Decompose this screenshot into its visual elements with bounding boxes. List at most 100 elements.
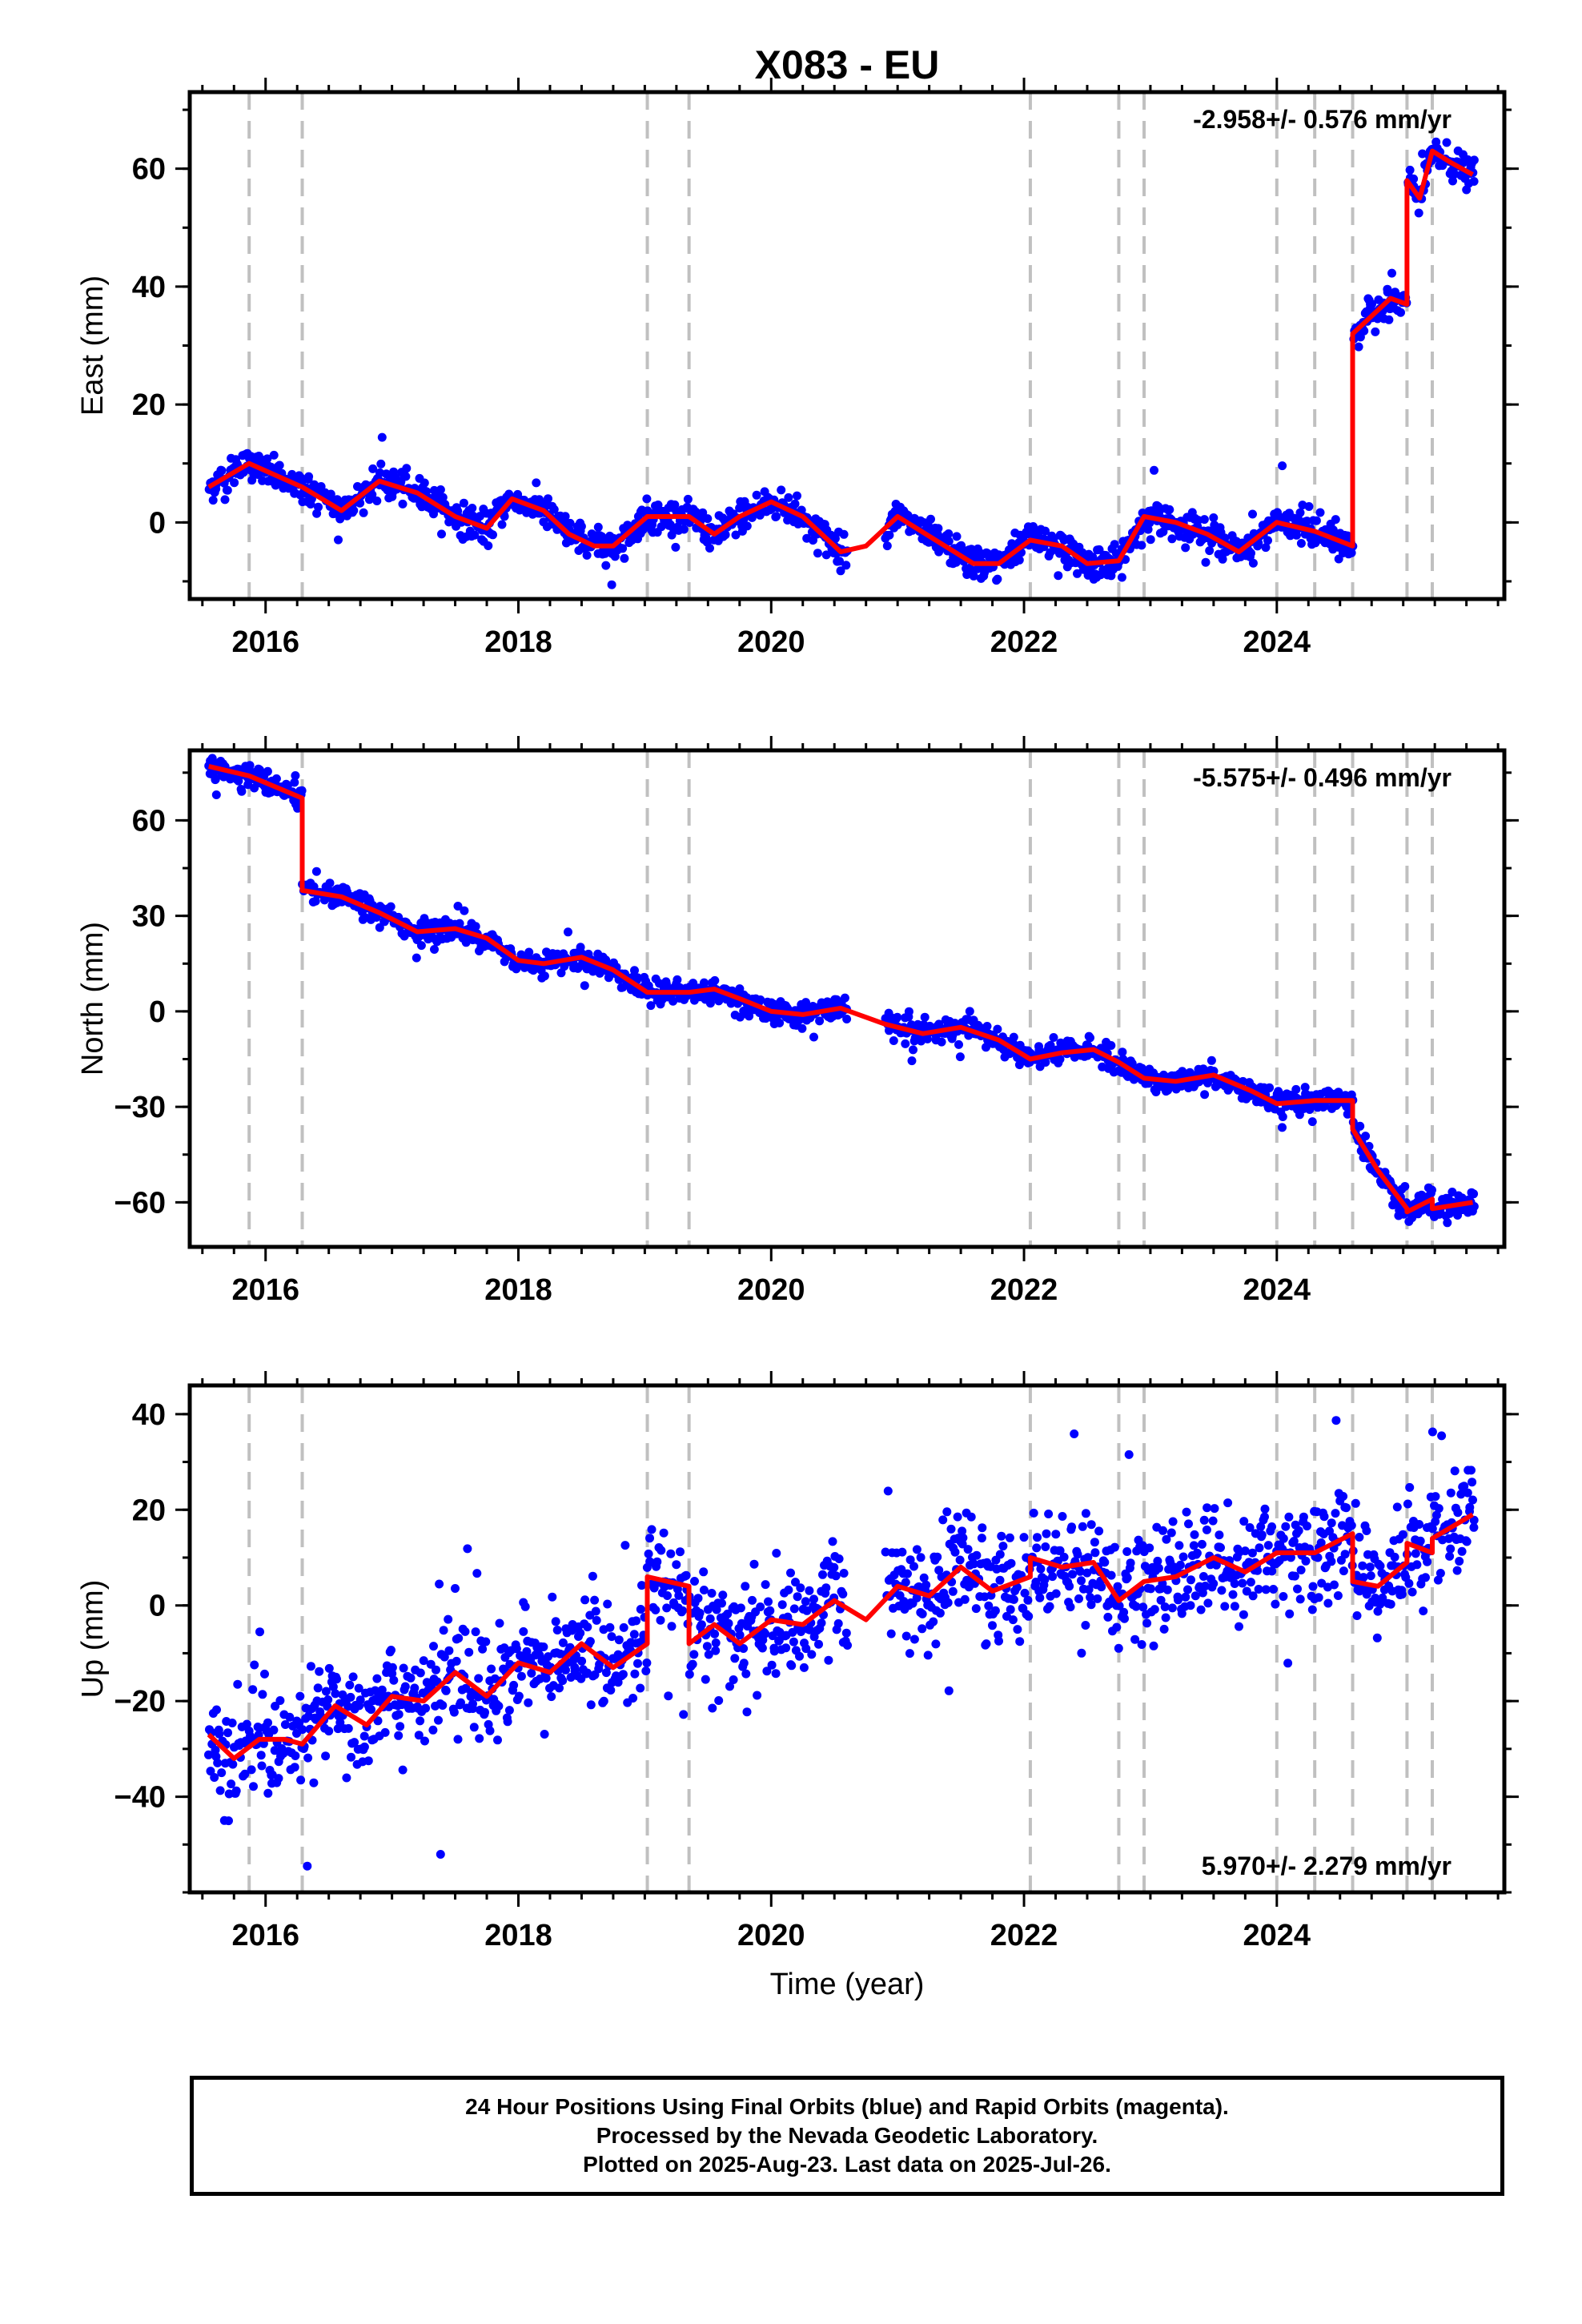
observation-point	[935, 1608, 945, 1618]
observation-point	[707, 1589, 717, 1598]
observation-point	[882, 541, 892, 551]
observation-point	[901, 1631, 911, 1641]
observation-point	[815, 1016, 825, 1026]
observation-point	[493, 1735, 502, 1745]
observation-point	[1175, 1560, 1185, 1570]
observation-point	[497, 520, 507, 529]
x-tick-label: 2022	[990, 1273, 1058, 1307]
observation-point	[315, 1667, 324, 1676]
observation-point	[1468, 1495, 1477, 1505]
observation-point	[607, 1632, 616, 1642]
observation-point	[1450, 169, 1460, 179]
observation-point	[1090, 1548, 1100, 1558]
observation-point	[1462, 1537, 1472, 1546]
observation-point	[432, 1665, 440, 1675]
plot-frame	[187, 1383, 1507, 1895]
observation-point	[937, 1037, 946, 1047]
observation-point	[401, 472, 411, 481]
observation-point	[1118, 1047, 1127, 1057]
observation-point	[1242, 1586, 1251, 1596]
observation-point	[943, 1598, 953, 1607]
observation-point	[881, 1547, 890, 1557]
observation-point	[247, 1765, 256, 1775]
observation-point	[667, 530, 677, 540]
observation-point	[1093, 1594, 1102, 1603]
observation-point	[469, 1723, 479, 1732]
observation-point	[422, 487, 431, 497]
observation-point	[821, 1583, 831, 1593]
observation-point	[769, 1647, 779, 1656]
x-tick-label: 2020	[737, 625, 805, 659]
observation-point	[1054, 571, 1063, 581]
observation-point	[824, 1655, 833, 1665]
observation-point	[652, 1557, 662, 1566]
observation-point	[1167, 534, 1177, 544]
observation-point	[1307, 1605, 1317, 1614]
observation-point	[583, 1622, 592, 1632]
observation-point	[893, 1012, 902, 1022]
observation-point	[1446, 1488, 1456, 1498]
observation-point	[1113, 1582, 1122, 1591]
observation-point	[212, 1705, 221, 1715]
observation-point	[548, 1592, 557, 1602]
observation-point	[1015, 1637, 1025, 1647]
observation-point	[480, 1707, 489, 1717]
observation-point	[741, 1582, 750, 1591]
observation-point	[420, 1736, 429, 1746]
observation-point	[973, 564, 982, 573]
observation-point	[459, 498, 468, 508]
observation-point	[620, 1541, 630, 1550]
observation-point	[514, 1691, 524, 1701]
observation-point	[527, 1668, 536, 1678]
observation-point	[396, 1722, 405, 1731]
observation-point	[311, 896, 320, 906]
observation-point	[742, 1707, 752, 1717]
observation-point	[576, 1628, 585, 1638]
observation-point	[1293, 1584, 1302, 1594]
observation-point	[387, 1663, 397, 1672]
observation-point	[428, 1725, 438, 1735]
observation-point	[585, 1637, 595, 1647]
observation-point	[451, 1584, 460, 1593]
observation-point	[1019, 1533, 1029, 1542]
observation-point	[1154, 1563, 1163, 1573]
observation-point	[1331, 1509, 1340, 1518]
observation-point	[551, 1617, 560, 1626]
observation-point	[938, 1515, 948, 1525]
observation-point	[772, 512, 781, 521]
y-tick-label: 40	[132, 271, 166, 304]
observation-point	[1405, 1482, 1415, 1492]
observation-point	[1460, 1482, 1469, 1491]
observation-point	[1209, 1579, 1219, 1588]
observation-point	[688, 1659, 697, 1669]
observation-point	[291, 771, 300, 780]
observation-point	[1184, 1519, 1193, 1529]
observation-point	[629, 1630, 639, 1639]
observation-point	[1267, 1566, 1277, 1576]
y-axis-label: Up (mm)	[76, 1580, 110, 1699]
observation-point	[711, 1638, 721, 1647]
observation-point	[841, 1628, 851, 1638]
observation-point	[412, 953, 421, 963]
observation-point	[1342, 1503, 1351, 1513]
observation-point	[1209, 513, 1219, 522]
observation-point	[1073, 1550, 1082, 1559]
observation-point	[714, 1696, 724, 1705]
observation-point	[215, 1729, 224, 1739]
observation-point	[1307, 1117, 1317, 1127]
observation-point	[667, 1622, 677, 1631]
observation-point	[250, 1660, 259, 1670]
observation-point	[901, 1578, 910, 1587]
observation-point	[1427, 1185, 1436, 1195]
observation-point	[309, 1778, 319, 1787]
observation-point	[679, 525, 689, 534]
observation-point	[909, 1562, 918, 1571]
observation-point	[500, 512, 509, 521]
observation-point	[1065, 1582, 1074, 1591]
observation-point	[539, 1642, 548, 1651]
model-curve	[207, 1512, 1475, 1761]
observation-point	[1414, 208, 1423, 218]
observation-point	[787, 1661, 797, 1671]
observation-point	[1283, 1659, 1293, 1668]
observation-point	[1200, 1090, 1210, 1100]
